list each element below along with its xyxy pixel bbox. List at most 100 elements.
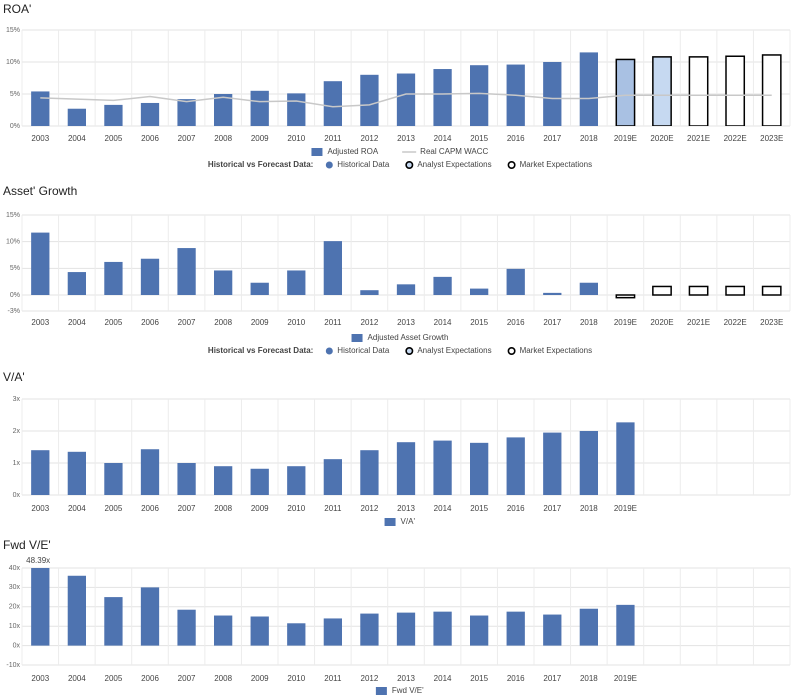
legend: Fwd V/E' bbox=[375, 686, 424, 695]
forecast-legend-item: Analyst Expectations bbox=[417, 160, 491, 169]
x-tick-label: 2011 bbox=[324, 674, 342, 683]
bar bbox=[615, 58, 636, 126]
x-tick-label: 2004 bbox=[68, 318, 86, 327]
x-tick-label: 2007 bbox=[178, 318, 196, 327]
bar bbox=[214, 466, 233, 495]
x-tick-label: 2019E bbox=[614, 504, 637, 513]
forecast-legend-title: Historical vs Forecast Data: bbox=[208, 160, 313, 169]
legend-swatch bbox=[351, 334, 363, 342]
bar bbox=[177, 609, 196, 646]
y-tick-label: 40x bbox=[9, 565, 21, 572]
legend-marker bbox=[405, 160, 414, 170]
x-tick-label: 2010 bbox=[287, 134, 305, 143]
bar bbox=[214, 270, 233, 295]
x-tick-label: 2019E bbox=[614, 134, 637, 143]
legend: V/A' bbox=[384, 517, 415, 526]
bar bbox=[433, 69, 452, 126]
legend-marker bbox=[325, 347, 333, 355]
y-tick-label: 1x bbox=[13, 460, 21, 467]
forecast-legend-item: Analyst Expectations bbox=[417, 346, 491, 355]
x-tick-label: 2014 bbox=[434, 134, 452, 143]
bar bbox=[177, 463, 196, 495]
bar bbox=[543, 62, 562, 126]
bar bbox=[140, 258, 160, 295]
x-tick-label: 2005 bbox=[105, 504, 123, 513]
bar bbox=[652, 285, 672, 296]
x-tick-label: 2015 bbox=[470, 674, 488, 683]
bar bbox=[323, 459, 342, 495]
x-tick-label: 2021E bbox=[687, 318, 710, 327]
bar bbox=[543, 432, 562, 495]
x-tick-label: 2003 bbox=[31, 134, 49, 143]
y-tick-label: 3x bbox=[13, 396, 21, 403]
x-tick-label: 2020E bbox=[650, 318, 673, 327]
bar bbox=[579, 431, 598, 495]
bar bbox=[31, 232, 50, 295]
x-tick-label: 2022E bbox=[724, 134, 747, 143]
x-tick-label: 2006 bbox=[141, 504, 159, 513]
bar bbox=[761, 285, 782, 296]
x-tick-label: 2005 bbox=[105, 134, 123, 143]
bar bbox=[214, 615, 233, 646]
legend-swatch bbox=[311, 148, 323, 156]
bar bbox=[104, 597, 123, 646]
bar bbox=[250, 468, 269, 495]
bar bbox=[287, 270, 306, 295]
bar bbox=[615, 294, 636, 299]
chart-title: V/A' bbox=[3, 370, 25, 384]
y-tick-label: 10x bbox=[9, 623, 21, 630]
x-tick-label: 2003 bbox=[31, 674, 49, 683]
x-tick-label: 2005 bbox=[105, 674, 123, 683]
x-tick-label: 2014 bbox=[434, 674, 452, 683]
legend-label: Adjusted Asset Growth bbox=[368, 333, 449, 342]
y-tick-label: 2x bbox=[13, 428, 21, 435]
x-tick-label: 2023E bbox=[760, 318, 783, 327]
bar bbox=[177, 99, 196, 126]
x-tick-label: 2020E bbox=[650, 134, 673, 143]
y-tick-label: -10x bbox=[6, 662, 20, 669]
x-tick-label: 2007 bbox=[178, 134, 196, 143]
bar bbox=[433, 611, 452, 646]
x-tick-label: 2017 bbox=[543, 504, 561, 513]
bar bbox=[31, 91, 50, 126]
x-tick-label: 2017 bbox=[543, 134, 561, 143]
bar bbox=[360, 450, 379, 495]
y-tick-label: 10% bbox=[6, 239, 20, 246]
x-tick-label: 2016 bbox=[507, 504, 525, 513]
x-tick-label: 2019E bbox=[614, 318, 637, 327]
bar bbox=[67, 272, 86, 295]
x-tick-label: 2012 bbox=[361, 134, 379, 143]
bar bbox=[470, 615, 489, 646]
x-tick-label: 2004 bbox=[68, 674, 86, 683]
bar bbox=[31, 450, 50, 495]
legend-swatch bbox=[384, 518, 396, 526]
bar bbox=[323, 618, 342, 646]
bar bbox=[104, 104, 123, 126]
legend-marker bbox=[405, 346, 414, 356]
bar bbox=[67, 108, 86, 126]
legend-marker bbox=[325, 161, 333, 169]
y-tick-label: 10% bbox=[6, 59, 20, 66]
x-tick-label: 2015 bbox=[470, 134, 488, 143]
x-tick-label: 2011 bbox=[324, 134, 342, 143]
x-tick-label: 2007 bbox=[178, 504, 196, 513]
value-label: 48.39x bbox=[26, 556, 50, 565]
x-tick-label: 2022E bbox=[724, 318, 747, 327]
x-tick-label: 2018 bbox=[580, 674, 598, 683]
bar bbox=[506, 268, 525, 295]
bar bbox=[506, 611, 525, 646]
bar bbox=[396, 73, 416, 126]
y-tick-label: 15% bbox=[6, 212, 20, 219]
bar bbox=[250, 616, 269, 646]
x-tick-label: 2007 bbox=[178, 674, 196, 683]
bar bbox=[725, 285, 746, 296]
y-tick-label: 0x bbox=[13, 642, 21, 649]
x-tick-label: 2013 bbox=[397, 134, 415, 143]
forecast-legend-item: Historical Data bbox=[337, 346, 390, 355]
bar bbox=[579, 608, 598, 646]
x-tick-label: 2006 bbox=[141, 674, 159, 683]
bar bbox=[360, 613, 379, 646]
bar bbox=[360, 74, 379, 126]
bar bbox=[616, 604, 635, 646]
bar bbox=[761, 54, 782, 126]
